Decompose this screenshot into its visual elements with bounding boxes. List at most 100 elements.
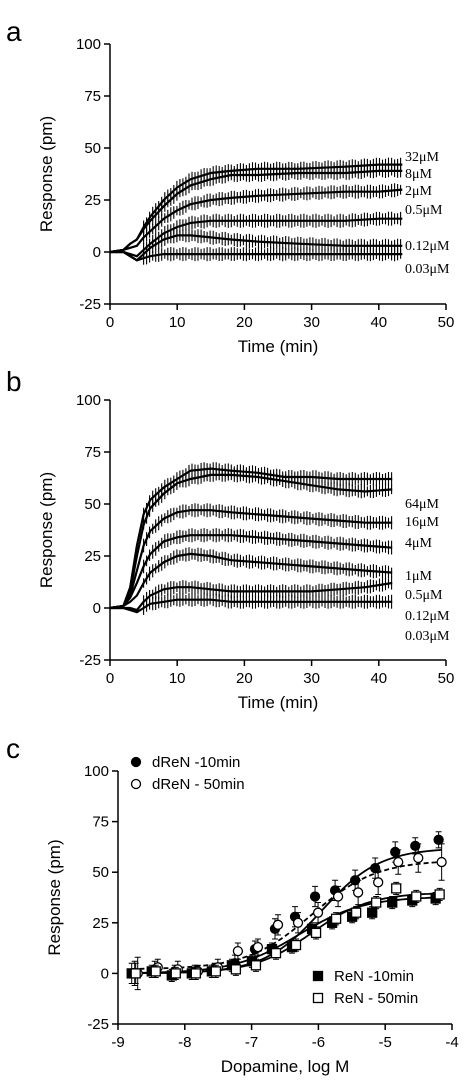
series-label-32-m: 32μM (405, 150, 440, 165)
series-label-2-m: 2μM (405, 184, 433, 199)
x-tick-label: -8 (178, 1034, 191, 1051)
legend-label: ReN - 50min (334, 990, 418, 1007)
data-point (330, 913, 342, 924)
series-line (109, 552, 393, 610)
y-tick-label: 50 (84, 140, 101, 157)
data-point (272, 919, 284, 930)
x-tick-label: -7 (245, 1034, 258, 1051)
data-point (130, 968, 141, 979)
data-point (310, 927, 322, 939)
series-0-03-m (110, 247, 403, 265)
y-tick-label: 75 (84, 88, 101, 105)
data-point (309, 891, 321, 902)
data-point (393, 856, 404, 868)
y-tick-label: 50 (92, 864, 109, 881)
data-point (434, 889, 445, 900)
error-bars (143, 247, 402, 265)
data-point (413, 852, 424, 864)
series-1-m (109, 528, 393, 610)
x-tick-label: 50 (438, 314, 455, 331)
y-tick-label: -25 (79, 652, 101, 669)
y-tick-label: -25 (87, 1016, 109, 1033)
x-tick-label: -6 (312, 1034, 325, 1051)
x-tick-label: 40 (370, 314, 387, 331)
chart-b-time-course: -25 0 25 50 75 100 0 10 20 30 40 50 Time (min) Respon… (37, 392, 455, 712)
y-tick-label: 0 (93, 244, 101, 261)
legend-entry-dren-50min: dReN - 50min (130, 776, 245, 793)
legend-marker (312, 970, 324, 982)
series-label-16-m: 16μM (405, 515, 440, 530)
series-line (110, 250, 403, 262)
y-tick-label: 0 (93, 600, 101, 617)
data-point (230, 964, 242, 975)
data-point (270, 948, 282, 959)
data-point (411, 891, 422, 902)
legend-entry-dren-10min: dReN -10min (130, 754, 240, 771)
y-tick-label: 100 (84, 763, 109, 780)
series-0-5-m (110, 211, 403, 258)
data-point (391, 883, 402, 894)
data-point (373, 877, 384, 888)
chart-c-dose-response: -25 0 25 50 75 100 -9 -8 -7 -6 -5 -4 Dopamine, log M… (45, 754, 459, 1076)
panel-label-a: a (6, 16, 22, 47)
series-64-m (109, 462, 393, 610)
panel-a: a -25 0 25 50 75 100 0 10 20 30 40 50 Time (min) Resp… (0, 0, 474, 362)
x-tick-label: 0 (106, 314, 114, 331)
chart-a-time-course: -25 0 25 50 75 100 0 10 20 30 40 50 Time (min) Respon… (37, 36, 455, 356)
series-label-0-03-m: 0.03μM (405, 629, 450, 644)
fit-curve-dren-50min (131, 861, 443, 970)
x-tick-label: 40 (370, 670, 387, 687)
series-label-0-03-m: 0.03μM (405, 262, 450, 277)
series-line (110, 581, 393, 612)
panel-label-c: c (6, 733, 20, 764)
data-point (150, 966, 161, 977)
legend-marker (312, 992, 324, 1004)
legend-entry-ren-50min: ReN - 50min (312, 990, 418, 1007)
series-dren-10min (129, 831, 444, 987)
series-label-8-m: 8μM (405, 167, 433, 182)
series-line (109, 169, 403, 254)
y-tick-label: 50 (84, 496, 101, 513)
x-axis-title: Time (min) (238, 693, 319, 712)
data-point (312, 907, 324, 918)
legend-label: dReN -10min (152, 754, 240, 771)
y-tick-label: 0 (101, 965, 109, 982)
data-point (252, 941, 264, 953)
data-point (232, 945, 244, 957)
x-tick-label: 30 (303, 314, 320, 331)
x-tick-label: -5 (379, 1034, 392, 1051)
series-2-m (109, 183, 403, 254)
x-tick-label: 20 (236, 670, 253, 687)
data-point (367, 907, 378, 918)
y-tick-label: 100 (76, 392, 101, 409)
series-label-1-m: 1μM (405, 569, 433, 584)
series-label-0-5-m: 0.5μM (405, 588, 443, 603)
series-label-4-m: 4μM (405, 536, 433, 551)
series-dren-50min (132, 843, 447, 991)
panel-c: c -25 0 25 50 75 100 -9 -8 -7 -6 -5 -4 Dopamine, log… (0, 717, 474, 1087)
series-8-m (109, 163, 403, 254)
x-axis-title: Time (min) (238, 337, 319, 356)
x-axis-title: Dopamine, log M (221, 1057, 350, 1076)
series-ren-50min (130, 881, 445, 985)
y-tick-label: -25 (79, 296, 101, 313)
y-tick-label: 25 (84, 192, 101, 209)
error-bars (143, 547, 393, 588)
y-tick-label: 25 (92, 915, 109, 932)
data-point (290, 939, 302, 951)
panel-label-b: b (6, 366, 22, 397)
legend-marker (130, 756, 142, 768)
series-line (109, 467, 393, 610)
series-line (109, 188, 403, 254)
data-point (210, 966, 222, 977)
x-tick-label: 50 (438, 670, 455, 687)
x-tick-label: 10 (169, 670, 186, 687)
data-point (250, 960, 262, 971)
series-label-0-12-m: 0.12μM (405, 239, 450, 254)
series-16-m (109, 467, 393, 610)
y-tick-label: 25 (84, 548, 101, 565)
series-4-m (109, 503, 393, 610)
x-tick-label: 20 (236, 314, 253, 331)
data-point (170, 968, 181, 979)
series-line (109, 534, 393, 610)
